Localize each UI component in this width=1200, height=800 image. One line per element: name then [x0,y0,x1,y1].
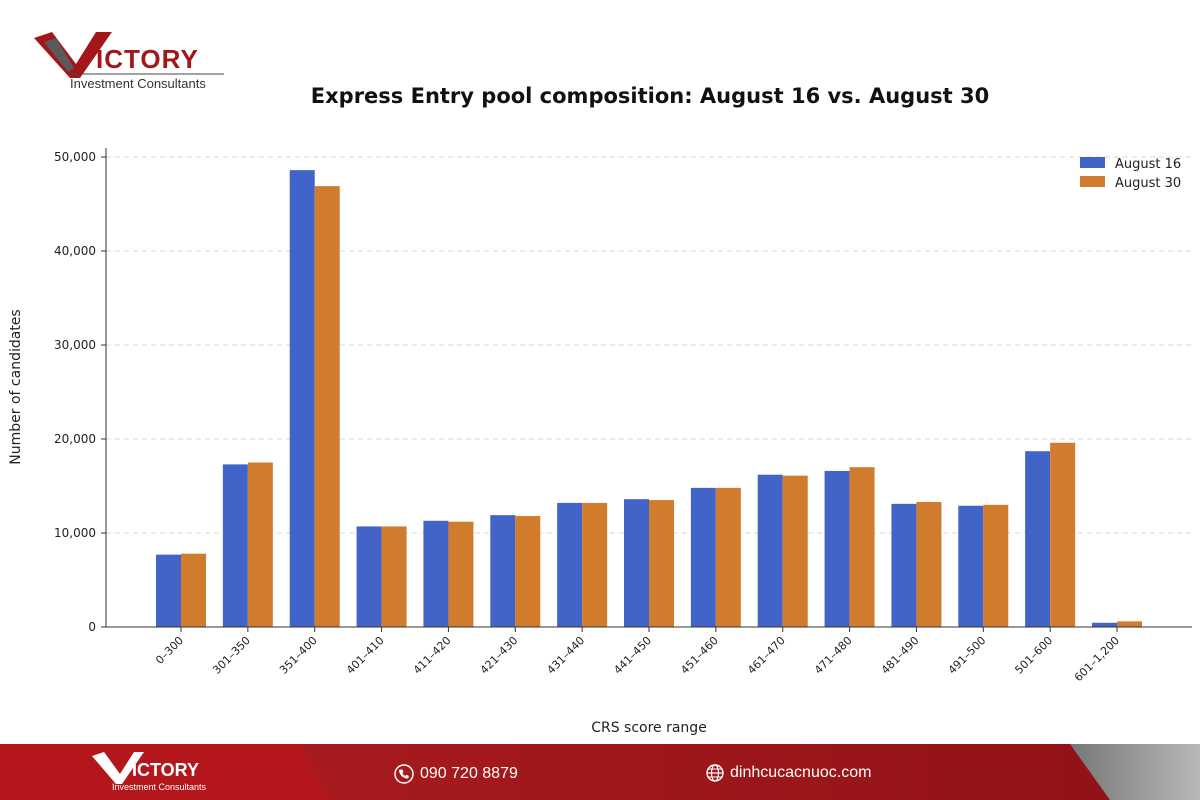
bar-series-1 [1025,451,1051,627]
y-tick-label: 20,000 [54,432,96,446]
bar-series-2 [448,521,474,627]
bar-series-1 [757,474,783,627]
x-tick-label: 461–470 [745,634,788,677]
bar-series-2 [381,526,407,627]
logo-tagline: Investment Consultants [70,76,206,91]
phone-icon [394,764,414,784]
x-tick-label: 471–480 [812,634,855,677]
y-axis-ticks: 0 10,000 20,000 30,000 40,000 50,000 [54,150,106,634]
logo-brand-text: ICTORY [96,44,199,74]
bar-series-1 [891,503,917,627]
y-tick-label: 30,000 [54,338,96,352]
y-tick-label: 10,000 [54,526,96,540]
grid-lines [106,156,1192,534]
bar-series-1 [423,520,449,627]
footer-logo-band [0,744,330,800]
y-tick-label: 50,000 [54,150,96,164]
globe-icon [706,764,724,782]
footer-logo-tagline: Investment Consultants [112,782,207,792]
bar-series-1 [624,499,649,627]
x-axis-ticks: 0–300 301–350 351–400 401–410 411–420 421–430… [153,627,1122,684]
legend-swatch-series-2 [1080,176,1105,187]
bar-series-2 [1117,621,1142,627]
footer-website-text: dinhcucacnuoc.com [730,764,872,781]
bars [156,170,1142,627]
x-tick-label: 481–490 [879,634,922,677]
bar-series-2 [916,501,942,627]
bar-chart: 0 10,000 20,000 30,000 40,000 50,000 0–300 301… [8,148,1192,736]
chart-title: Express Entry pool composition: August 1… [310,84,990,108]
x-tick-label: 501–600 [1012,634,1055,677]
bar-series-2 [715,487,741,627]
x-tick-label: 601–1,200 [1072,634,1122,684]
x-tick-label: 441–450 [611,634,654,677]
legend-swatch-series-1 [1080,157,1105,168]
footer-phone-text: 090 720 8879 [420,765,518,782]
logo-v-accent [44,38,74,72]
bar-series-2 [181,553,206,627]
bar-series-2 [515,516,541,627]
y-tick-label: 0 [88,620,96,634]
bar-series-2 [649,500,674,627]
footer-banner: ICTORY Investment Consultants 090 720 88… [0,744,1200,800]
legend-label-series-1: August 16 [1115,157,1181,172]
y-tick-label: 40,000 [54,244,96,258]
y-axis-label: Number of candidates [8,309,24,464]
bar-series-1 [356,526,382,627]
bar-series-1 [289,170,315,627]
bar-series-2 [782,475,808,627]
bar-series-1 [156,554,181,627]
bar-series-1 [222,464,248,627]
x-axis-label: CRS score range [591,720,707,736]
legend: August 16 August 30 [1080,157,1181,191]
x-tick-label: 411–420 [411,634,454,677]
x-tick-label: 431–440 [544,634,587,677]
footer-logo-brand-text: ICTORY [132,760,199,780]
footer-logo-v-mark [92,752,144,784]
x-tick-label: 301–350 [210,634,253,677]
bar-series-1 [824,470,850,627]
x-tick-label: 421–430 [478,634,521,677]
bar-series-1 [958,505,984,627]
bar-series-1 [1092,622,1117,627]
x-tick-label: 401–410 [344,634,387,677]
x-tick-label: 491–500 [946,634,989,677]
bar-series-2 [314,186,340,627]
legend-label-series-2: August 30 [1115,176,1181,191]
bar-series-1 [690,487,716,627]
bar-series-2 [247,462,273,627]
bar-series-1 [490,515,516,627]
bar-series-2 [983,504,1009,627]
footer-website[interactable]: dinhcucacnuoc.com [706,764,871,782]
footer-logo: ICTORY Investment Consultants [92,752,207,792]
x-tick-label: 451–460 [678,634,721,677]
x-tick-label: 0–300 [153,634,186,667]
bar-series-2 [1050,442,1076,627]
footer-phone[interactable]: 090 720 8879 [394,764,518,784]
x-tick-label: 351–400 [277,634,320,677]
bar-series-1 [557,502,583,627]
victory-logo: ICTORY Investment Consultants [34,32,224,91]
bar-series-2 [582,502,608,627]
bar-series-2 [849,467,875,627]
